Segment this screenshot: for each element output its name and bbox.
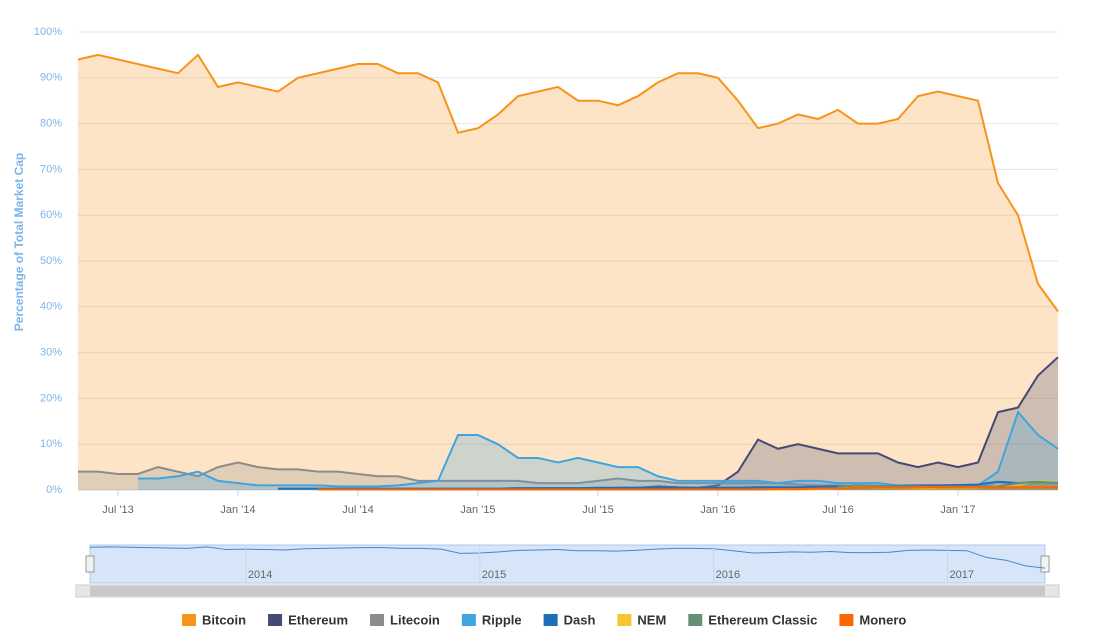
navigator-tick-label: 2017 — [950, 569, 974, 581]
navigator-line — [89, 546, 1046, 569]
legend-label[interactable]: Monero — [859, 612, 906, 627]
legend-swatch — [617, 614, 632, 626]
legend-label[interactable]: Litecoin — [390, 612, 440, 627]
legend-swatch — [688, 614, 703, 626]
legend-label[interactable]: Bitcoin — [202, 612, 246, 627]
y-tick-label: 50% — [40, 255, 62, 267]
series-line — [77, 53, 1059, 312]
x-tick-label: Jan '14 — [220, 504, 255, 516]
legend-swatch — [839, 614, 854, 626]
legend-label[interactable]: NEM — [637, 612, 666, 627]
x-tick-label: Jul '14 — [342, 504, 373, 516]
legend-swatch — [182, 614, 196, 626]
y-tick-label: 20% — [40, 392, 62, 404]
series-area — [78, 54, 1058, 491]
navigator-tick-label: 2016 — [716, 569, 740, 581]
legend-label[interactable]: Ethereum Classic — [708, 612, 817, 627]
series-area — [78, 462, 1058, 490]
y-tick-label: 80% — [40, 118, 62, 130]
legend-swatch — [543, 614, 558, 626]
series-area — [618, 357, 1058, 490]
y-tick-label: 40% — [40, 301, 62, 313]
x-tick-label: Jul '15 — [582, 504, 613, 516]
y-tick-label: 90% — [40, 72, 62, 84]
y-tick-label: 70% — [40, 163, 62, 175]
y-tick-label: 100% — [34, 26, 62, 38]
x-tick-label: Jan '17 — [940, 504, 975, 516]
y-axis-label: Percentage of Total Market Cap — [12, 153, 26, 332]
navigator-tick-label: 2015 — [482, 569, 506, 581]
x-tick-label: Jan '16 — [700, 504, 735, 516]
series-area — [538, 480, 1058, 490]
x-tick-label: Jul '16 — [822, 504, 853, 516]
navigator-tick-label: 2014 — [248, 569, 272, 581]
series-area — [138, 412, 1058, 490]
legend-label[interactable]: Dash — [564, 612, 596, 627]
navigator-mask[interactable] — [89, 544, 1046, 584]
legend-swatch — [268, 614, 283, 626]
y-tick-label: 0% — [46, 484, 62, 496]
x-tick-label: Jul '13 — [102, 504, 133, 516]
series-line — [318, 485, 1058, 491]
legend-swatch — [370, 614, 385, 626]
y-tick-label: 10% — [40, 438, 62, 450]
scrollbar-thumb[interactable] — [90, 586, 1045, 596]
legend-swatch — [461, 614, 476, 626]
x-tick-label: Jan '15 — [460, 504, 495, 516]
y-tick-label: 60% — [40, 209, 62, 221]
navigator-handle-left[interactable] — [85, 555, 95, 573]
y-tick-label: 30% — [40, 347, 62, 359]
navigator-handle-right[interactable] — [1040, 555, 1050, 573]
legend-label[interactable]: Ethereum — [288, 612, 348, 627]
legend-label[interactable]: Ripple — [482, 612, 522, 627]
